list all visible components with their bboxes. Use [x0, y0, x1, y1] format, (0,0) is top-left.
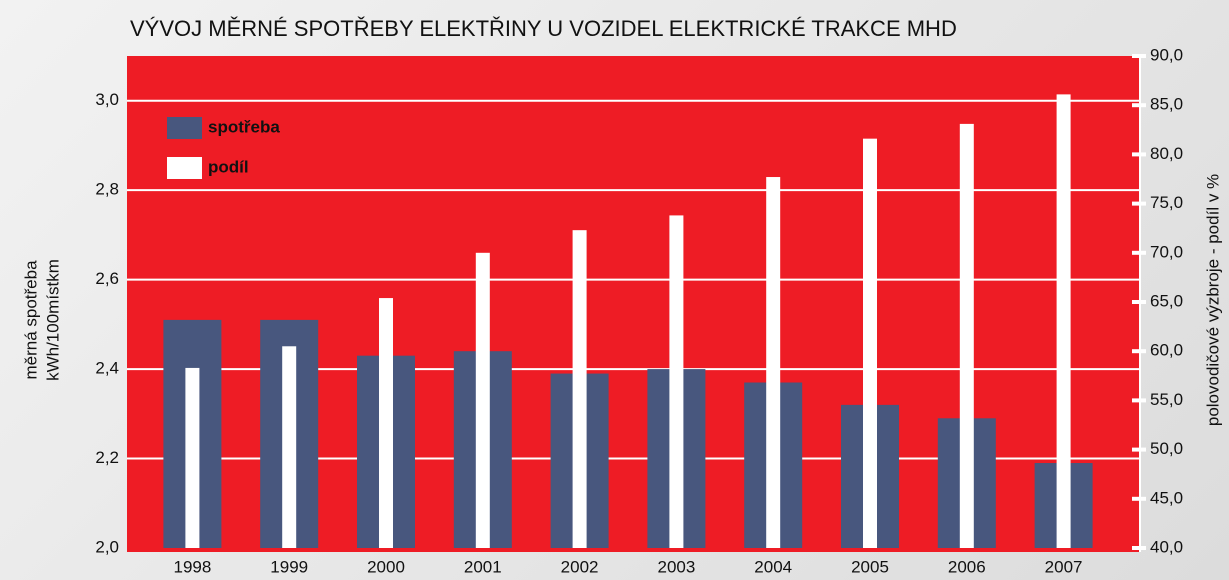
- y2-tick-label: 45,0: [1150, 488, 1183, 507]
- x-tick-label: 2001: [464, 557, 502, 576]
- y2-tick-label: 80,0: [1150, 144, 1183, 163]
- legend-label: podíl: [208, 157, 249, 176]
- y2-tick-label: 55,0: [1150, 390, 1183, 409]
- x-tick-label: 1999: [270, 557, 308, 576]
- legend-swatch: [167, 157, 202, 179]
- x-tick-label: 2000: [367, 557, 405, 576]
- y2-tick-label: 65,0: [1150, 291, 1183, 310]
- bar: [572, 230, 587, 548]
- y2-tick-label: 85,0: [1150, 95, 1183, 114]
- x-tick-label: 2006: [948, 557, 986, 576]
- x-tick-label: 2004: [754, 557, 792, 576]
- y-tick-label: 2,6: [95, 269, 119, 288]
- x-tick-label: 2005: [851, 557, 889, 576]
- chart-title: VÝVOJ MĚRNÉ SPOTŘEBY ELEKTŘINY U VOZIDEL…: [130, 16, 957, 41]
- y-label: měrná spotřeba kWh/100místkm: [21, 259, 62, 381]
- y-tick-label: 3,0: [95, 90, 119, 109]
- y2-tick-label: 75,0: [1150, 193, 1183, 212]
- y2-tick-label: 90,0: [1150, 45, 1183, 64]
- y-label-line: kWh/100místkm: [43, 259, 62, 381]
- y-label-line: měrná spotřeba: [21, 260, 40, 380]
- x-tick-label: 2003: [657, 557, 695, 576]
- legend-label: spotřeba: [208, 117, 280, 136]
- bar: [379, 298, 393, 548]
- x-tick-label: 2007: [1045, 557, 1083, 576]
- bar: [669, 215, 684, 548]
- y-tick-label: 2,8: [95, 180, 119, 199]
- y2-label: polovodičové výzbroje - podíl v %: [1203, 174, 1222, 426]
- legend-swatch: [167, 117, 202, 139]
- y2-tick-label: 70,0: [1150, 242, 1183, 261]
- bar: [766, 177, 781, 549]
- y2-tick-label: 40,0: [1150, 537, 1183, 556]
- y2-tick-label: 50,0: [1150, 439, 1183, 458]
- bar: [282, 346, 297, 548]
- y2-tick-label: 60,0: [1150, 341, 1183, 360]
- x-tick-label: 1998: [173, 557, 211, 576]
- bar: [959, 123, 974, 549]
- y-tick-label: 2,0: [95, 537, 119, 556]
- y-tick-label: 2,4: [95, 359, 119, 378]
- x-tick-label: 2002: [561, 557, 599, 576]
- bar: [185, 367, 200, 548]
- bar: [475, 252, 490, 549]
- bar: [863, 138, 877, 548]
- y-tick-label: 2,2: [95, 448, 119, 467]
- bar: [1056, 94, 1071, 548]
